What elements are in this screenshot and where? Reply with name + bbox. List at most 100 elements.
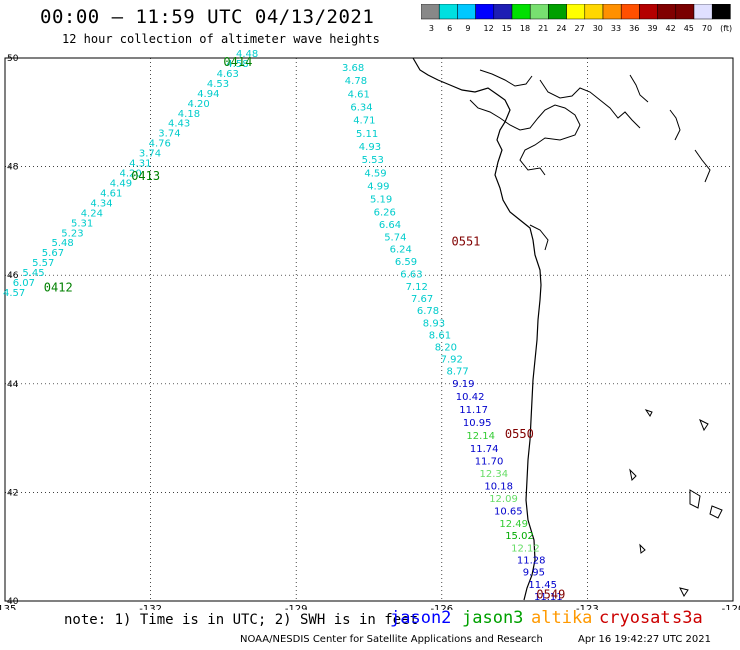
swh-point-east: 6.24	[390, 245, 412, 256]
swh-point-east: 7.92	[441, 355, 463, 366]
lon-tick-label: -132	[139, 604, 162, 610]
swh-point-east: 10.18	[484, 482, 513, 493]
color-scale-label: 42	[665, 24, 676, 33]
swh-point-west: 5.45	[22, 268, 44, 279]
swh-point-east: 11.11	[534, 592, 563, 603]
swh-point-east: 10.42	[456, 392, 485, 403]
swh-point-west: 4.24	[81, 208, 103, 219]
swh-point-east: 5.11	[356, 129, 378, 140]
swh-point-west: 4.49	[110, 179, 132, 190]
lat-tick-label: 46	[7, 271, 19, 281]
map-frame	[4, 57, 734, 602]
map-subtitle: 12 hour collection of altimeter wave hei…	[62, 32, 380, 46]
swh-point-east: 12.49	[499, 519, 528, 530]
swh-point-east: 6.34	[350, 103, 372, 114]
lat-tick-label: 44	[7, 380, 19, 390]
swh-point-east: 10.95	[463, 418, 492, 429]
swh-point-east: 11.45	[528, 580, 557, 591]
credit-line: NOAA/NESDIS Center for Satellite Applica…	[240, 634, 543, 645]
swh-point-east: 12.34	[480, 469, 509, 480]
swh-point-east: 6.59	[395, 257, 417, 268]
swh-point-east: 5.53	[362, 155, 384, 166]
color-scale-label: 15	[501, 24, 512, 33]
swh-point-east: 11.70	[475, 456, 504, 467]
color-swatch	[711, 3, 731, 20]
color-scale-swatches	[420, 3, 731, 20]
color-scale-label: 30	[592, 24, 603, 33]
pass-time-label: 0550	[505, 427, 534, 441]
swh-point-west: 4.20	[120, 169, 142, 180]
swh-point-east: 4.61	[348, 89, 370, 100]
color-scale-label: 9	[465, 24, 471, 33]
lat-tick-label: 40	[7, 597, 19, 607]
lon-tick-label: -135	[0, 604, 16, 610]
footer-note: note: 1) Time is in UTC; 2) SWH is in fe…	[64, 612, 419, 628]
satellite-legend-item: cryosat	[599, 608, 671, 628]
color-scale-label: (ft)	[720, 24, 733, 33]
swh-point-west: 5.48	[52, 238, 74, 249]
swh-point-west: 4.20	[188, 99, 210, 110]
swh-point-east: 8.61	[429, 330, 451, 341]
lat-tick-label: 50	[7, 54, 19, 64]
swh-point-east: 12.09	[489, 494, 518, 505]
swh-point-east: 12.12	[511, 543, 540, 554]
swh-point-east: 6.64	[379, 220, 401, 231]
swh-point-east: 8.93	[423, 318, 445, 329]
satellite-legend-item: s3a	[672, 608, 703, 628]
lon-tick-label: -120	[722, 604, 740, 610]
swh-point-east: 5.74	[384, 232, 406, 243]
swh-point-east: 4.59	[364, 168, 386, 179]
swh-point-east: 11.74	[470, 444, 499, 455]
swh-point-east: 7.67	[411, 294, 433, 305]
color-scale-label: 21	[538, 24, 549, 33]
swh-point-west: 4.76	[149, 139, 171, 150]
lat-lon-grid	[5, 58, 733, 601]
swh-point-east: 10.65	[494, 507, 523, 518]
swh-point-east: 9.19	[452, 379, 474, 390]
track-east: 3.68 4.78 4.61 6.34 4.71 5.11 4.93 5.53 4.59 4.99…	[342, 63, 563, 603]
swh-point-east: 11.17	[459, 405, 488, 416]
swh-point-west: 4.43	[168, 119, 190, 130]
color-scale-label: 6	[447, 24, 453, 33]
swh-point-east: 4.71	[353, 116, 375, 127]
color-scale-label: 45	[683, 24, 694, 33]
swh-point-east: 12.14	[466, 431, 495, 442]
swh-point-west: 4.61	[100, 188, 122, 199]
lon-tick-label: -126	[430, 604, 453, 610]
swh-point-west: 3.74	[158, 129, 180, 140]
pass-time-label: 0413	[131, 169, 160, 183]
swh-point-east: 3.68	[342, 63, 364, 74]
swh-point-west: 4.57	[3, 288, 25, 299]
swh-point-east: 11.28	[517, 555, 546, 566]
satellite-legend-item: altika	[531, 608, 593, 628]
swh-point-east: 5.19	[370, 195, 392, 206]
swh-point-east: 6.78	[417, 306, 439, 317]
color-scale-label: 70	[701, 24, 713, 33]
color-scale-label: 39	[647, 24, 658, 33]
lat-tick-label: 42	[7, 488, 18, 498]
swh-point-east: 4.93	[359, 142, 381, 153]
swh-point-west: 4.58	[226, 59, 248, 70]
swh-point-east: 4.78	[345, 76, 367, 87]
swh-point-east: 8.77	[447, 367, 469, 378]
pass-time-label: 0549	[536, 587, 565, 601]
swh-point-west: 4.94	[197, 89, 219, 100]
swh-point-west: 4.48	[236, 49, 258, 60]
color-scale-label: 3	[428, 24, 434, 33]
color-scale	[420, 3, 731, 28]
swh-point-east: 15.02	[505, 531, 534, 542]
pass-time-label: 0412	[44, 281, 73, 295]
swh-point-west: 6.07	[13, 278, 35, 289]
swh-point-east: 6.26	[374, 208, 396, 219]
lat-tick-label: 48	[7, 163, 19, 173]
swh-point-west: 5.23	[61, 228, 83, 239]
lon-tick-label: -129	[285, 604, 308, 610]
color-scale-label: 27	[574, 24, 585, 33]
swh-point-west: 5.57	[32, 258, 54, 269]
swh-point-west: 4.34	[90, 198, 112, 209]
track-west: 4.484.584.634.534.944.204.184.433.744.76…	[3, 49, 258, 299]
satellite-legend-item: jason3	[462, 608, 524, 628]
axis-labels: -135 -132 -129 -126 -123 -120 50 48 46 44 42 40	[0, 54, 740, 610]
swh-point-west: 4.18	[178, 109, 200, 120]
swh-point-west: 5.67	[42, 248, 64, 259]
